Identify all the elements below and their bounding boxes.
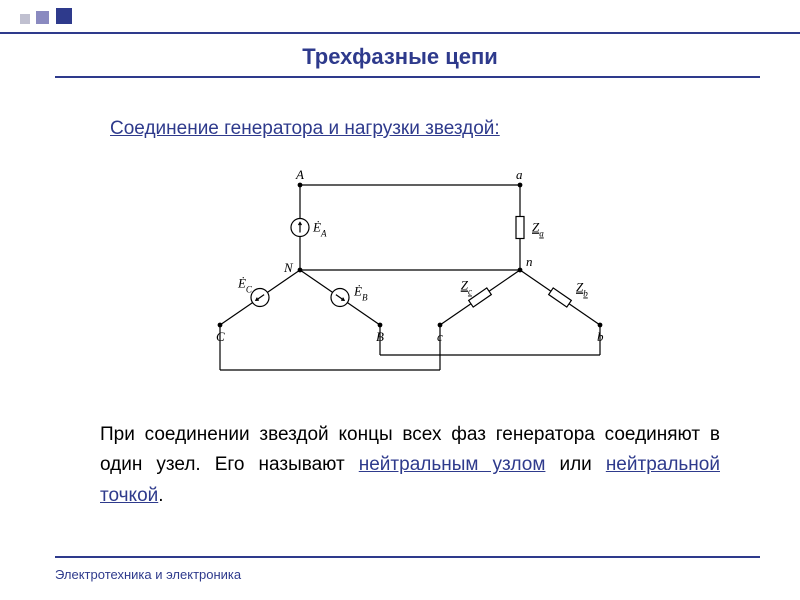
decor-square-3 [56, 8, 72, 24]
circuit-diagram: ĖA ĖB ĖC Za Zc Zb Aa Nn C Bc b [180, 165, 620, 385]
body-t3: или [545, 454, 605, 475]
page-title: Трехфазные цепи [0, 44, 800, 70]
svg-text:C: C [216, 329, 225, 344]
body-text: При соединении звездой концы всех фаз ге… [100, 420, 720, 511]
svg-text:b: b [597, 329, 604, 344]
body-t5: . [158, 485, 163, 506]
svg-text:Za: Za [532, 220, 544, 239]
header-line [0, 32, 800, 34]
decor-square-1 [20, 14, 30, 24]
svg-text:ĖA: ĖA [312, 220, 327, 239]
footer-text: Электротехника и электроника [55, 567, 241, 582]
decor-squares [20, 8, 74, 29]
circuit-svg: ĖA ĖB ĖC Za Zc Zb Aa Nn C Bc b [180, 165, 620, 385]
title-underline [55, 76, 760, 78]
svg-text:c: c [437, 329, 443, 344]
svg-text:N: N [283, 260, 294, 275]
svg-text:n: n [526, 254, 533, 269]
body-t2-accent: нейтральным узлом [359, 454, 546, 475]
decor-square-2 [36, 11, 49, 24]
svg-text:ĖC: ĖC [237, 276, 253, 295]
subtitle: Соединение генератора и нагрузки звездой… [110, 118, 500, 140]
svg-text:a: a [516, 167, 523, 182]
svg-text:B: B [376, 329, 384, 344]
svg-text:Zc: Zc [461, 278, 472, 297]
footer-line [55, 556, 760, 558]
svg-text:Zb: Zb [576, 280, 588, 299]
svg-text:ĖB: ĖB [353, 284, 368, 303]
svg-text:A: A [295, 167, 304, 182]
